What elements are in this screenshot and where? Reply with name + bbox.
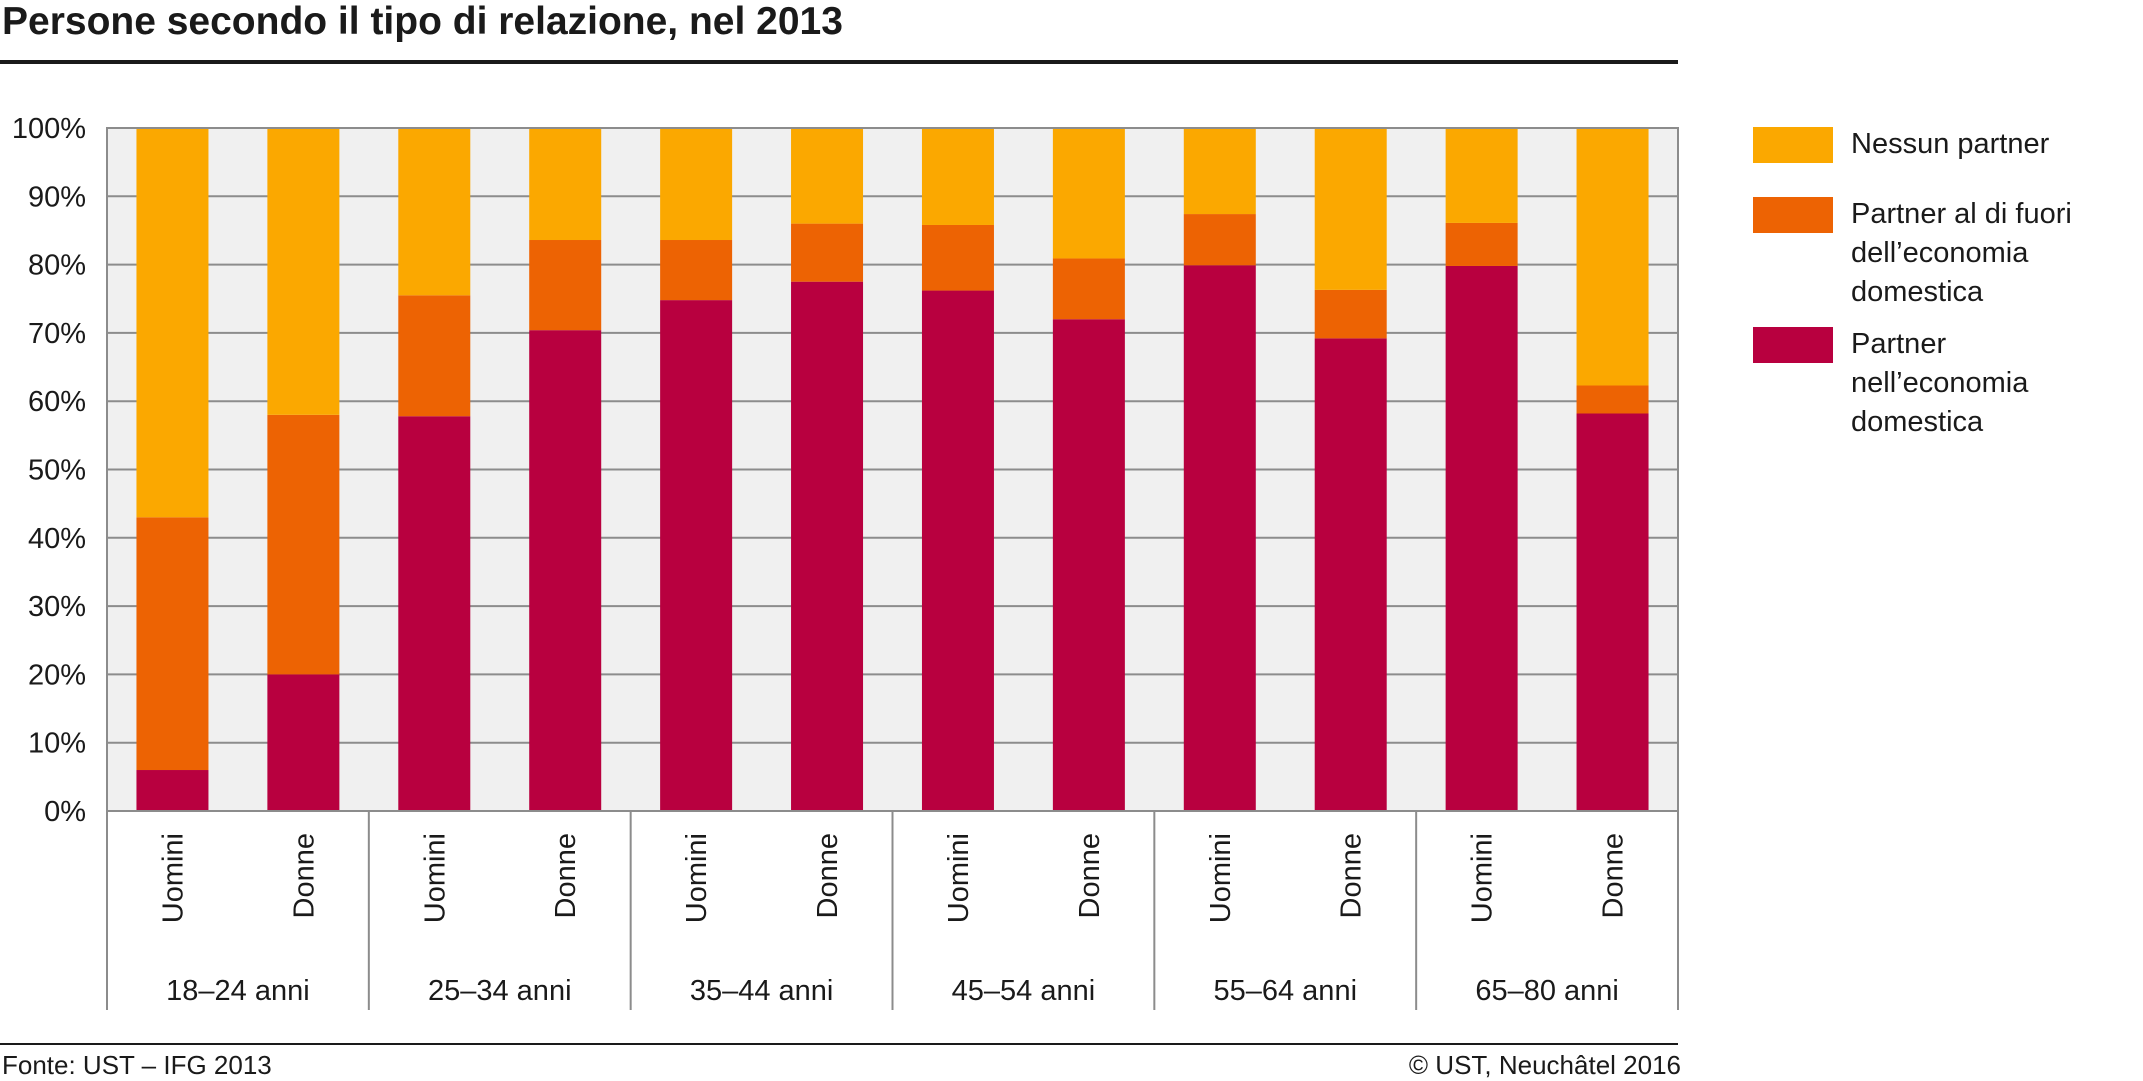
- bar-segment-nessun-partner: [1052, 128, 1125, 259]
- legend-swatch-nessun-partner: [1753, 127, 1833, 163]
- legend-swatch-partner-fuori: [1753, 197, 1833, 233]
- bar-segment-partner-fuori: [1445, 222, 1518, 266]
- x-category-label: Uomini: [1467, 833, 1499, 923]
- x-group-label: 45–54 anni: [952, 975, 1096, 1007]
- x-group-label: 18–24 anni: [166, 975, 310, 1007]
- bar-segment-partner-fuori: [136, 517, 209, 771]
- y-tick-label: 20%: [28, 659, 86, 691]
- bar-segment-partner-fuori: [1052, 258, 1125, 320]
- bar-segment-nessun-partner: [1314, 128, 1387, 290]
- bar-segment-nessun-partner: [1576, 128, 1649, 386]
- copyright-note: © UST, Neuchâtel 2016: [1408, 1050, 1681, 1080]
- x-group-label: 65–80 anni: [1475, 975, 1619, 1007]
- x-category-label: Uomini: [943, 833, 975, 923]
- bar-segment-partner-nell: [1183, 265, 1256, 812]
- bar-segment-partner-nell: [398, 416, 471, 811]
- x-category-label: Uomini: [419, 833, 451, 923]
- legend-swatch-partner-nell: [1753, 327, 1833, 363]
- bar-segment-partner-fuori: [660, 240, 733, 301]
- y-tick-label: 80%: [28, 250, 86, 282]
- y-tick-label: 40%: [28, 523, 86, 555]
- legend-label-nessun-partner: Nessun partner: [1851, 128, 2050, 160]
- y-tick-label: 10%: [28, 728, 86, 760]
- bar-segment-nessun-partner: [1183, 128, 1256, 215]
- bar-segment-nessun-partner: [529, 128, 602, 241]
- footer-rule: [0, 1043, 1678, 1045]
- x-category-label: Donne: [812, 833, 844, 918]
- title-rule: [0, 60, 1678, 64]
- x-category-label: Uomini: [157, 833, 189, 923]
- bar-segment-partner-fuori: [1576, 385, 1649, 414]
- y-tick-label: 30%: [28, 591, 86, 623]
- bar-segment-partner-nell: [791, 281, 864, 811]
- bar-segment-partner-nell: [136, 770, 209, 811]
- y-tick-label: 70%: [28, 318, 86, 350]
- bar-segment-partner-nell: [1314, 338, 1387, 811]
- x-group-label: 55–64 anni: [1213, 975, 1357, 1007]
- legend-label-partner-nell: Partner nell’economia domestica: [1851, 328, 2029, 438]
- x-category-label: Uomini: [1205, 833, 1237, 923]
- bar-segment-nessun-partner: [398, 128, 471, 296]
- bar-segment-partner-nell: [529, 330, 602, 811]
- x-category-label: Donne: [1074, 833, 1106, 918]
- bar-segment-partner-fuori: [791, 223, 864, 282]
- bar-segment-partner-nell: [1576, 413, 1649, 811]
- x-category-label: Uomini: [681, 833, 713, 923]
- bar-segment-partner-fuori: [921, 224, 994, 291]
- x-category-label: Donne: [1336, 833, 1368, 918]
- bar-segment-nessun-partner: [267, 128, 340, 415]
- x-category-label: Donne: [1598, 833, 1630, 918]
- x-group-label: 25–34 anni: [428, 975, 572, 1007]
- source-note: Fonte: UST – IFG 2013: [2, 1050, 272, 1080]
- bar-segment-nessun-partner: [1445, 128, 1518, 223]
- bar-segment-nessun-partner: [791, 128, 864, 224]
- bar-segment-nessun-partner: [921, 128, 994, 225]
- y-tick-label: 60%: [28, 386, 86, 418]
- y-tick-label: 0%: [44, 796, 86, 828]
- x-group-label: 35–44 anni: [690, 975, 834, 1007]
- stacked-bar-chart: 0% 10% 20% 30% 40% 50% 60% 70% 80% 90% 100% Uomini D…: [12, 113, 1679, 1010]
- bar-segment-partner-nell: [660, 300, 733, 811]
- bar-segment-partner-fuori: [1314, 289, 1387, 339]
- legend-label-partner-fuori: Partner al di fuori dell’economia domest…: [1851, 198, 2072, 308]
- bar-segment-partner-nell: [921, 290, 994, 812]
- bar-segment-partner-fuori: [398, 295, 471, 417]
- y-tick-label: 100%: [12, 113, 86, 145]
- x-category-label: Donne: [288, 833, 320, 918]
- y-tick-label: 90%: [28, 181, 86, 213]
- chart-title: Persone secondo il tipo di relazione, ne…: [2, 0, 843, 43]
- bar-segment-partner-fuori: [529, 240, 602, 331]
- bar-segment-partner-nell: [1445, 265, 1518, 811]
- y-tick-label: 50%: [28, 455, 86, 487]
- bar-segment-partner-nell: [267, 674, 340, 811]
- bar-segment-partner-fuori: [267, 414, 340, 675]
- bar-segment-nessun-partner: [660, 128, 733, 241]
- bar-segment-partner-fuori: [1183, 214, 1256, 266]
- x-category-label: Donne: [550, 833, 582, 918]
- bar-segment-partner-nell: [1052, 319, 1125, 811]
- bar-segment-nessun-partner: [136, 128, 209, 518]
